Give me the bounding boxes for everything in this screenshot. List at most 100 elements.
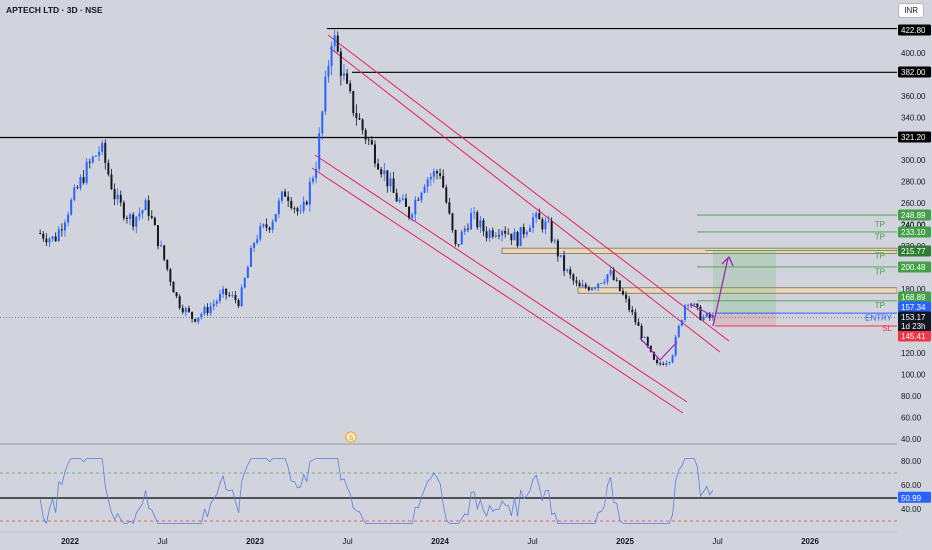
candle-body: [575, 280, 578, 283]
candle-body: [324, 76, 327, 112]
tp-label: TP: [875, 232, 885, 241]
candle-body: [333, 35, 336, 46]
candle-body: [491, 230, 494, 237]
y-tick-label: 340.00: [901, 113, 926, 122]
x-tick-label: 2024: [431, 537, 449, 546]
candle-body: [132, 214, 135, 227]
candle-body: [528, 228, 531, 232]
price-tag-bg: [898, 131, 931, 143]
price-tag-text: 248.89: [901, 211, 926, 220]
candle-body: [346, 73, 349, 84]
candle-body: [631, 309, 634, 313]
candle-body: [321, 111, 324, 134]
candle-body: [153, 217, 156, 226]
price-tag: 240.00: [901, 221, 926, 230]
currency-button[interactable]: INR: [898, 3, 924, 18]
price-tag: 382.00: [898, 66, 931, 78]
tp-label: TP: [875, 268, 885, 277]
candle-body: [671, 355, 674, 363]
candle-body: [163, 245, 166, 260]
candle-body: [417, 199, 420, 201]
candle-body: [668, 362, 671, 363]
candle-body: [274, 213, 277, 222]
candle-body: [228, 294, 231, 296]
candle-body: [60, 229, 63, 231]
y-tick-label: 60.00: [901, 414, 922, 423]
rsi-tick-label: 40.00: [901, 505, 922, 514]
candle-body: [70, 199, 73, 215]
rsi-line: [39, 458, 714, 525]
candle-body: [563, 255, 566, 271]
candle-body: [349, 83, 352, 92]
candle-body: [172, 281, 175, 293]
candle-body: [57, 229, 60, 242]
candle-body: [194, 318, 197, 322]
price-tag: 321.20: [898, 131, 931, 143]
candle-body: [628, 298, 631, 310]
tp-label: TP: [875, 220, 885, 229]
candle-body: [705, 313, 708, 318]
candle-body: [386, 170, 389, 187]
candle-body: [299, 210, 302, 212]
candle-body: [240, 287, 243, 307]
candle-body: [271, 221, 274, 230]
price-axis: 40.0060.0080.00100.00120.00140.00160.001…: [897, 0, 932, 550]
candle-body: [581, 284, 584, 287]
candle-body: [454, 229, 457, 245]
rsi-value-text: 50.99: [901, 494, 922, 503]
candle-body: [550, 221, 553, 242]
candle-body: [315, 169, 318, 179]
y-tick-label: 360.00: [901, 92, 926, 101]
y-tick-label: 260.00: [901, 199, 926, 208]
price-tag: 153.17: [898, 311, 931, 323]
candle-body: [578, 282, 581, 287]
candle-body: [429, 176, 432, 180]
price-tag-bg: [898, 245, 931, 257]
candle-body: [51, 236, 54, 239]
price-tag-bg: [898, 66, 931, 78]
candle-body: [342, 73, 345, 76]
y-tick-label: 240.00: [901, 221, 926, 230]
event-marker-icon[interactable]: [345, 431, 357, 443]
candle-body: [135, 216, 138, 227]
candle-body: [144, 200, 147, 211]
candle-body: [234, 294, 237, 301]
candle-body: [268, 227, 271, 230]
candle-body: [488, 230, 491, 238]
candle-body: [649, 345, 652, 352]
candle-body: [225, 288, 228, 295]
candle-body: [594, 287, 597, 289]
loss-zone: [713, 313, 776, 326]
price-tag-bg: [898, 301, 931, 313]
candle-body: [507, 233, 510, 235]
candle-body: [451, 213, 454, 230]
candle-body: [426, 179, 429, 187]
candle-body: [513, 231, 516, 241]
candle-body: [494, 235, 497, 237]
x-tick-label: Jul: [527, 537, 537, 546]
candle-body: [181, 307, 184, 313]
y-tick-label: 280.00: [901, 178, 926, 187]
candle-body: [85, 161, 88, 183]
price-tag-bg: [898, 291, 931, 303]
x-tick-label: 2025: [616, 537, 634, 546]
candle-body: [662, 363, 665, 365]
price-tag-text: 240.00: [901, 221, 926, 230]
candle-body: [88, 161, 91, 163]
price-tag: 157.34: [898, 301, 931, 313]
candle-body: [482, 220, 485, 232]
price-tag: 422.80: [898, 24, 931, 36]
candle-body: [640, 325, 643, 338]
candle-body: [652, 351, 655, 360]
candle-body: [218, 294, 221, 302]
candle-body: [358, 118, 361, 120]
candle-body: [389, 178, 392, 187]
candle-body: [209, 306, 212, 313]
y-tick-label: 180.00: [901, 285, 926, 294]
y-tick-label: 100.00: [901, 371, 926, 380]
y-tick-label: 40.00: [901, 435, 922, 444]
channel-line: [329, 47, 721, 353]
candle-body: [408, 206, 411, 218]
candle-body: [485, 231, 488, 238]
